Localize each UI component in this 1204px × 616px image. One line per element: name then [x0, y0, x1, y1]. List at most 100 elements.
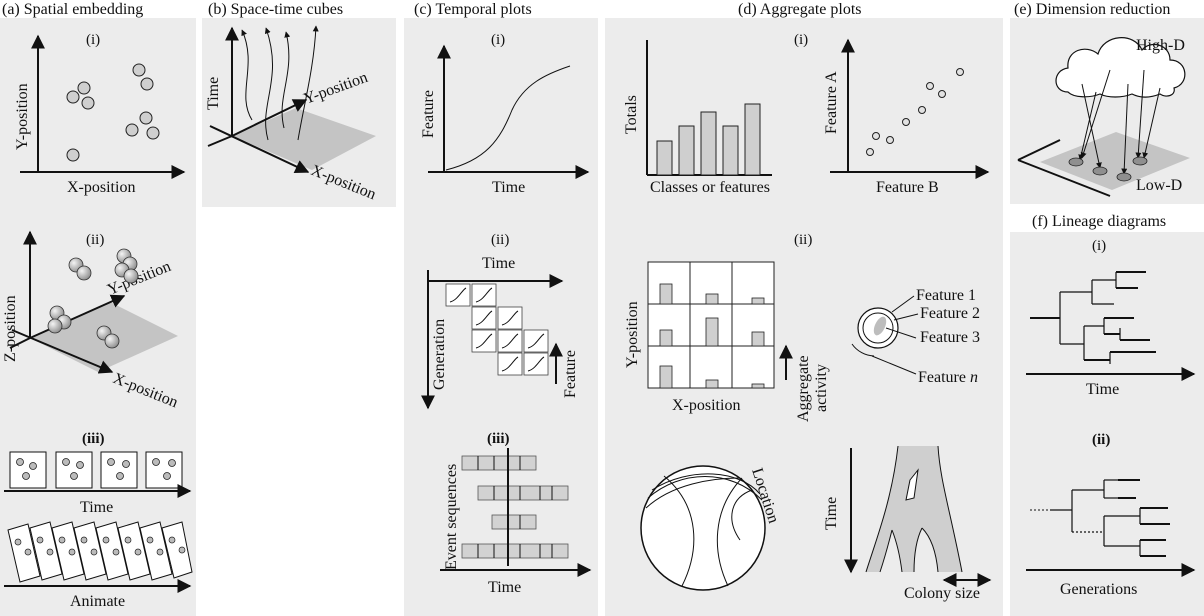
panel-d-i-label: (i) — [794, 32, 808, 48]
panel-a-iii-label: (iii) — [82, 431, 105, 447]
e-low-d-points — [1068, 156, 1148, 182]
panel-e-title: (e) Dimension reduction — [1014, 1, 1170, 18]
panel-a-title: (a) Spatial embedding — [2, 1, 143, 18]
d-i-bar — [700, 111, 717, 176]
d-i-scatter-point — [902, 118, 910, 126]
a-ii-y-axis — [29, 294, 126, 339]
e-cloud — [1055, 37, 1186, 98]
a-i-x-label: X-position — [67, 179, 135, 196]
d-ii-y-label: Y-position — [624, 301, 641, 368]
d-i-feature-b-label: Feature B — [876, 179, 939, 196]
c-iii-y-label: Event sequences — [443, 464, 460, 570]
b-plane — [232, 108, 376, 170]
d-i-bar — [678, 125, 695, 176]
panel-a-i-label: (i) — [86, 32, 100, 48]
d-ii-feature-3-label: Feature 3 — [920, 329, 980, 346]
a-i-points — [66, 63, 160, 162]
panel-c-iii-label: (iii) — [487, 431, 510, 447]
d-ii-glyph-leaders — [871, 295, 919, 375]
e-low-d-label: Low-D — [1136, 177, 1182, 194]
d-i-bars — [656, 103, 761, 176]
a-iii-frame-dots — [16, 458, 176, 480]
d-i-scatter-point — [872, 132, 880, 140]
a-i-point — [66, 90, 80, 104]
a-iii-time-label: Time — [80, 499, 113, 516]
b-trajectory — [297, 25, 319, 141]
a-ii-balls — [47, 248, 139, 349]
d-i-bar — [744, 103, 761, 176]
d-ii-colony-shape — [866, 446, 962, 572]
panel-f-title: (f) Lineage diagrams — [1032, 213, 1166, 230]
d-ii-feature-1-label: Feature 1 — [916, 287, 976, 304]
e-plane-edge-1 — [1017, 139, 1061, 161]
c-i-curve — [445, 65, 571, 171]
d-ii-x-label: X-position — [672, 397, 740, 414]
panel-d-title: (d) Aggregate plots — [738, 1, 862, 18]
a-iii-frame — [55, 451, 93, 489]
c-ii-feature-label: Feature — [562, 350, 579, 398]
panel-c-title: (c) Temporal plots — [414, 1, 532, 18]
b-y-axis — [231, 99, 308, 137]
a-ii-ball — [47, 318, 63, 334]
a-ii-ball — [76, 265, 92, 281]
panel-f-ii-label: (ii) — [1092, 432, 1110, 448]
b-trajectory — [281, 31, 291, 129]
d-i-scatter-point — [866, 148, 874, 156]
e-plane-edge-2 — [1017, 159, 1111, 197]
d-ii-circle-plot — [640, 465, 766, 591]
d-i-scatter-point — [938, 90, 946, 98]
d-ii-location-circle — [640, 465, 766, 591]
a-iii-frame — [9, 451, 47, 489]
d-i-feature-a-label: Feature A — [823, 71, 840, 134]
d-ii-colony-size-label: Colony size — [904, 585, 980, 602]
d-ii-aggregate-label: Aggregate — [795, 355, 812, 422]
d-ii-colony-time-label: Time — [823, 497, 840, 530]
a-ii-x-axis — [11, 329, 114, 374]
f-i-tree — [1030, 271, 1156, 364]
a-i-point — [125, 123, 139, 137]
a-i-point — [146, 126, 160, 140]
c-iii-sequences — [461, 455, 569, 559]
d-ii-grid — [647, 261, 775, 389]
d-ii-grid-bars — [659, 283, 765, 389]
b-axis-back — [207, 135, 233, 147]
d-i-totals-label: Totals — [623, 95, 640, 134]
d-i-scatter-point — [886, 136, 894, 144]
a-ii-axis-back — [9, 337, 31, 349]
c-ii-generation-label: Generation — [431, 319, 448, 390]
c-iii-time-label: Time — [488, 579, 521, 596]
c-ii-cell-curves — [449, 287, 545, 372]
panel-c-ii-label: (ii) — [491, 232, 509, 248]
a-ii-z-label: Z-position — [2, 295, 19, 362]
d-ii-colony-hole — [905, 468, 919, 501]
b-trajectory — [241, 29, 253, 121]
d-ii-glyph — [851, 307, 899, 357]
b-time-label: Time — [205, 77, 222, 110]
e-low-d-point — [1068, 157, 1084, 167]
d-ii-feature-n-italic: n — [970, 369, 978, 386]
c-ii-time-label: Time — [482, 255, 515, 272]
e-plane — [1040, 132, 1190, 190]
a-i-point — [140, 77, 154, 91]
e-high-d-label: High-D — [1136, 37, 1185, 54]
d-ii-feature-n-label: Feature n — [918, 369, 978, 386]
d-ii-activity-label: activity — [813, 364, 830, 412]
a-iii-frame — [100, 451, 138, 489]
a-i-point — [81, 96, 95, 110]
a-i-point — [132, 63, 146, 77]
f-ii-tree — [1030, 479, 1170, 557]
e-low-d-point — [1092, 166, 1108, 176]
a-iii-animate-label: Animate — [70, 593, 125, 610]
d-i-bar — [656, 140, 673, 176]
a-iii-frame — [145, 451, 183, 489]
b-x-axis — [209, 125, 310, 173]
a-iii-animate-dots — [14, 536, 186, 556]
b-trajectory — [264, 27, 273, 141]
panel-f-i-label: (i) — [1092, 238, 1106, 254]
d-i-scatter-points — [866, 68, 964, 156]
panel-c-i-label: (i) — [491, 32, 505, 48]
d-ii-colony-outlines — [865, 445, 963, 573]
panel-d-ii-label: (ii) — [794, 232, 812, 248]
a-i-point — [139, 111, 153, 125]
f-i-time-label: Time — [1086, 381, 1119, 398]
